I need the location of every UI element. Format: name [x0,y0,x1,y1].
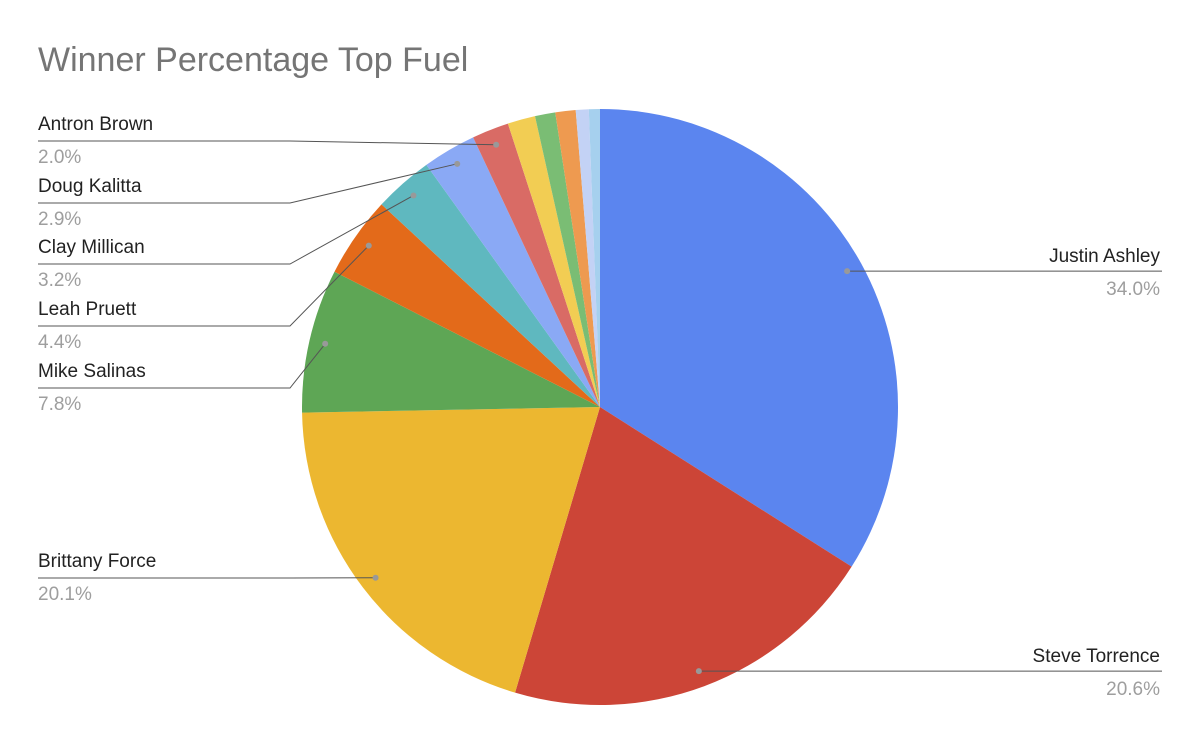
slice-label: Leah Pruett [38,299,137,320]
slice-value-label: 20.1% [38,584,92,605]
slice-value-label: 3.2% [38,270,81,291]
leader-line [38,245,370,327]
slice-value-label: 34.0% [1106,279,1160,300]
slice-label: Clay Millican [38,237,145,258]
slice-value-label: 4.4% [38,332,81,353]
pie-slice [426,137,600,407]
leader-line [38,343,326,389]
leader-dot [844,268,851,275]
slice-value-label: 20.6% [1106,679,1160,700]
pie-slice [575,109,600,408]
pie-slice [534,112,600,408]
slice-value-label: 2.0% [38,147,81,168]
pie-slice [600,109,899,567]
slice-value-label: 7.8% [38,394,81,415]
slice-label: Brittany Force [38,551,156,572]
pie-slice [302,271,600,413]
pie-slice [507,116,600,407]
leader-dot [493,141,500,148]
leader-line [38,163,458,204]
pie-slice [334,204,600,407]
pie-slice [302,407,600,693]
slice-label: Antron Brown [38,114,153,135]
pie-slice [588,109,600,407]
slice-label: Steve Torrence [1033,646,1160,667]
slice-label: Justin Ashley [1049,246,1160,267]
slice-label: Mike Salinas [38,361,146,382]
pie-slice [473,123,600,408]
chart-title: Winner Percentage Top Fuel [38,41,468,79]
pie-slice [555,109,600,407]
pie-slice [515,407,852,705]
leader-line [38,195,414,265]
leader-dot [410,192,417,199]
leader-dot [372,574,379,581]
leader-dot [695,668,702,675]
leader-dot [454,160,461,167]
slice-value-label: 2.9% [38,209,81,230]
leader-dot [322,340,329,347]
slice-label: Doug Kalitta [38,176,142,197]
leader-dot [365,242,372,249]
pie-slice [381,164,600,407]
leader-line [38,140,497,146]
